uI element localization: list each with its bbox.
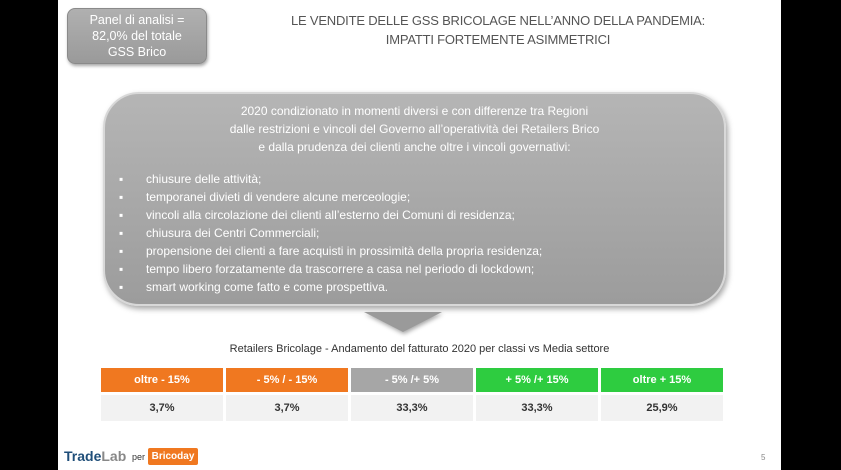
bricoday-logo: Bricoday xyxy=(148,448,198,465)
panel-badge: Panel di analisi = 82,0% del totale GSS … xyxy=(67,8,207,64)
class-header-cell: oltre - 15% xyxy=(101,368,223,392)
logo-per-text: per xyxy=(132,452,146,462)
intro-line-1: 2020 condizionato in momenti diversi e c… xyxy=(240,104,589,118)
right-letterbox xyxy=(781,0,841,470)
down-arrow-icon xyxy=(364,312,442,332)
panel-line-2: 82,0% del totale xyxy=(92,29,182,43)
slide-title-line-1: LE VENDITE DELLE GSS BRICOLAGE NELL’ANNO… xyxy=(290,13,706,28)
bullet-marker: ▪ xyxy=(119,226,124,240)
bullet-marker: ▪ xyxy=(119,262,124,276)
tradelab-logo: TradeLab xyxy=(64,448,127,464)
slide-title-line-2: IMPATTI FORTEMENTE ASIMMETRICI xyxy=(385,32,611,47)
left-letterbox xyxy=(0,0,58,470)
intro-line-3: e dalla prudenza dei clienti anche oltre… xyxy=(258,140,571,154)
class-header-cell: - 5% /+ 5% xyxy=(351,368,473,392)
class-value-cell: 33,3% xyxy=(351,395,473,421)
class-value-cell: 25,9% xyxy=(601,395,723,421)
class-value-cell: 33,3% xyxy=(476,395,598,421)
context-bubble: 2020 condizionato in momenti diversi e c… xyxy=(103,92,726,306)
bullet-marker: ▪ xyxy=(119,244,124,258)
bullet-marker: ▪ xyxy=(119,208,124,222)
bullet-marker: ▪ xyxy=(119,280,124,294)
class-value-cell: 3,7% xyxy=(226,395,348,421)
class-header-cell: - 5% / - 15% xyxy=(226,368,348,392)
table-title: Retailers Bricolage - Andamento del fatt… xyxy=(229,343,610,355)
slide: Panel di analisi = 82,0% del totale GSS … xyxy=(58,0,781,470)
bullet-marker: ▪ xyxy=(119,172,124,186)
class-value-cell: 3,7% xyxy=(101,395,223,421)
panel-line-1: Panel di analisi = xyxy=(89,13,185,27)
panel-line-3: GSS Brico xyxy=(107,45,167,59)
intro-line-2: dalle restrizioni e vincoli del Governo … xyxy=(229,122,600,136)
bullet-marker: ▪ xyxy=(119,190,124,204)
page-number: 5 xyxy=(761,453,766,462)
class-header-cell: + 5% /+ 15% xyxy=(476,368,598,392)
class-header-cell: oltre + 15% xyxy=(601,368,723,392)
